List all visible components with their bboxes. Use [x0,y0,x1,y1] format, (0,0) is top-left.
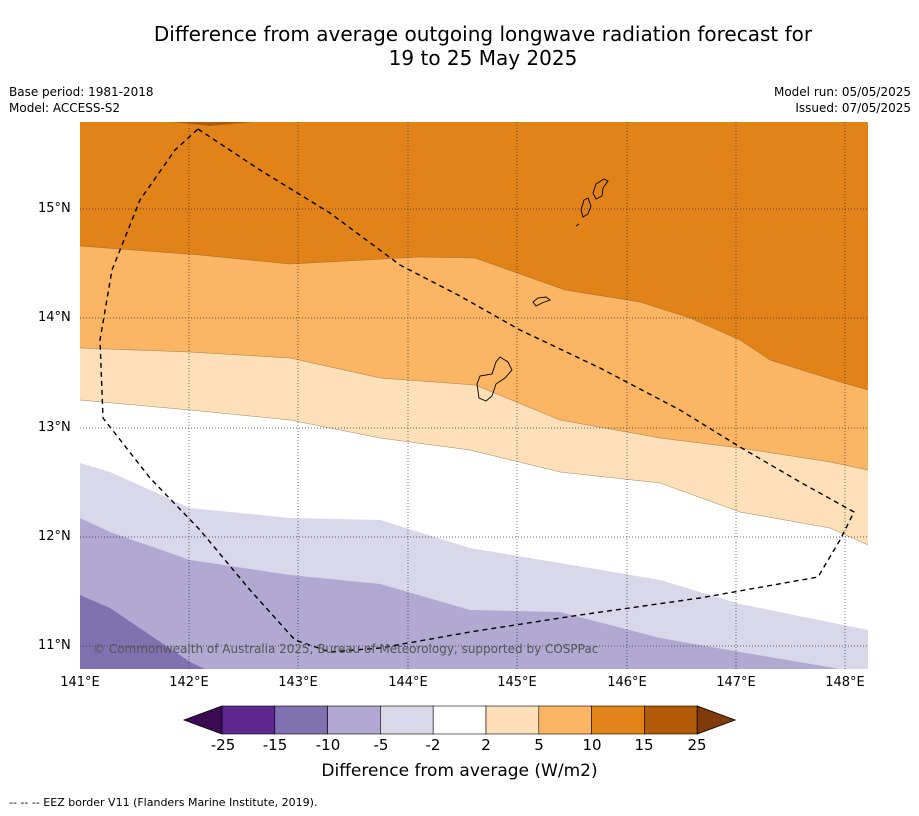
colorbar-tick-label: -5 [373,736,389,754]
colorbar-segment [538,705,592,735]
colorbar-segment [644,705,698,735]
lat-label-14: 14°N [38,310,71,325]
model-run: Model run: 05/05/2025 [773,85,911,99]
lon-label-143: 143°E [278,675,318,690]
lon-label-142: 142°E [169,675,209,690]
colorbar-segment [485,705,540,735]
colorbar-extend-low [182,705,223,735]
colorbar-tick-label: 25 [687,736,707,754]
colorbar-extend-high [696,705,737,735]
lon-label-147: 147°E [716,675,756,690]
rota-island [532,296,551,307]
colorbar-segment [591,705,645,735]
colorbar-segment [327,705,381,735]
colorbar-segment [221,705,276,735]
colorbar-tick-label: 10 [582,736,602,754]
colorbar-tick-label: -2 [425,736,441,754]
gridlines [80,122,868,669]
lat-label-11: 11°N [38,638,71,653]
lon-label-148: 148°E [825,675,865,690]
colorbar-tick-label: 15 [634,736,654,754]
guam-island [476,356,513,402]
colorbar-tick-label: 2 [481,736,491,754]
eez-border [99,128,855,653]
contour-fill: © Commonwealth of Australia 2025, Bureau… [80,122,868,669]
title-line-1: Difference from average outgoing longwav… [153,22,813,46]
tinian-island [580,197,592,218]
colorbar-segment [274,705,328,735]
lat-label-12: 12°N [38,529,71,544]
band-2-to-5 [80,348,868,545]
lat-label-15: 15°N [38,201,71,216]
saipan-island [592,178,609,200]
colorbar-tick-label: -25 [210,736,236,754]
colorbar-tick-label: -10 [315,736,341,754]
eez-legend-note: -- -- -- EEZ border V11 (Flanders Marine… [9,796,318,809]
lon-label-145: 145°E [497,675,537,690]
colorbar-tick-label: -15 [262,736,288,754]
colorbar-segment [432,705,487,735]
aguijan-island [575,223,580,227]
issued-date: Issued: 07/05/2025 [795,101,911,115]
colorbar-tick-label: 5 [534,736,544,754]
band-5-to-10 [80,246,868,470]
map-title: Difference from average outgoing longwav… [0,22,919,70]
band-10-to-15 [80,122,868,390]
lon-label-141: 141°E [60,675,100,690]
lon-label-146: 146°E [607,675,647,690]
model-name: Model: ACCESS-S2 [9,101,121,115]
band-minus10-to-minus5 [80,518,840,669]
band-minus15-to-minus10 [80,595,205,669]
meta-right: Model run: 05/05/2025 Issued: 07/05/2025 [774,84,911,116]
lon-label-144: 144°E [388,675,428,690]
lat-label-13: 13°N [38,420,71,435]
colorbar-title: Difference from average (W/m2) [321,761,598,781]
base-period: Base period: 1981-2018 [9,85,154,99]
islands [476,178,609,402]
band-15-to-25 [172,122,255,126]
meta-left: Base period: 1981-2018 Model: ACCESS-S2 [9,84,154,116]
copyright-text: © Commonwealth of Australia 2025, Bureau… [93,642,598,656]
colorbar [182,705,737,735]
colorbar-segment [380,705,434,735]
title-line-2: 19 to 25 May 2025 [388,46,578,70]
